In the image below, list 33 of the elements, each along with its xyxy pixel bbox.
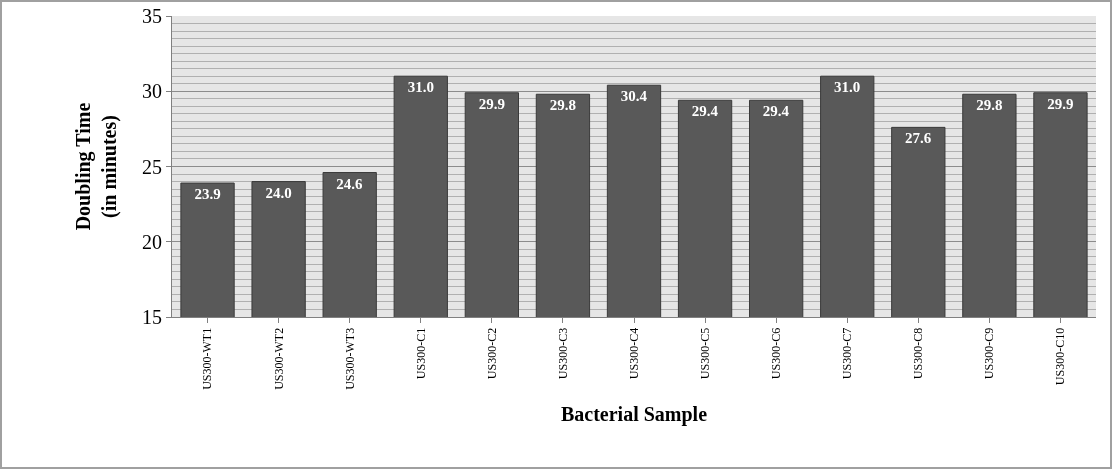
data-label: 29.4 [691, 103, 719, 120]
data-label: 29.8 [549, 97, 577, 114]
x-tick-label: US300-C5 [697, 327, 712, 380]
x-tick-label: US300-C1 [413, 327, 428, 380]
data-label: 29.8 [976, 97, 1003, 114]
x-tick-label: US300-WT1 [200, 327, 215, 390]
data-label: 29.4 [762, 103, 790, 120]
x-tick-label: US300-C9 [982, 327, 997, 380]
data-label: 31.0 [407, 79, 434, 96]
x-axis-title: Bacterial Sample [560, 403, 708, 427]
y-tick-label: 25 [142, 155, 162, 178]
data-label: 31.0 [834, 79, 861, 96]
data-label: 24.0 [265, 184, 292, 201]
y-tick-label: 20 [142, 230, 162, 253]
x-tick-label: US300-C2 [484, 327, 499, 380]
x-tick-label: US300-C8 [911, 327, 926, 380]
data-label: 23.9 [194, 186, 221, 203]
x-tick-label: US300-C7 [840, 327, 855, 380]
x-tick-label: US300-C10 [1053, 327, 1068, 386]
x-tick-label: US300-WT3 [342, 327, 357, 390]
data-label: 24.6 [336, 175, 364, 192]
data-label: 27.6 [904, 130, 932, 147]
y-tick-label: 15 [142, 306, 162, 328]
x-tick-label: US300-WT2 [271, 327, 286, 390]
data-label: 29.9 [478, 95, 505, 112]
x-tick-label: US300-C6 [769, 327, 784, 380]
x-tick-label: US300-C3 [555, 327, 570, 380]
y-tick-label: 30 [142, 80, 162, 103]
y-tick-label: 35 [142, 5, 162, 27]
data-label: 30.4 [620, 88, 648, 105]
x-tick-label: US300-C4 [626, 327, 641, 380]
y-axis-title: Doubling Time (in minutes) [71, 102, 121, 231]
data-label: 29.9 [1047, 95, 1074, 112]
